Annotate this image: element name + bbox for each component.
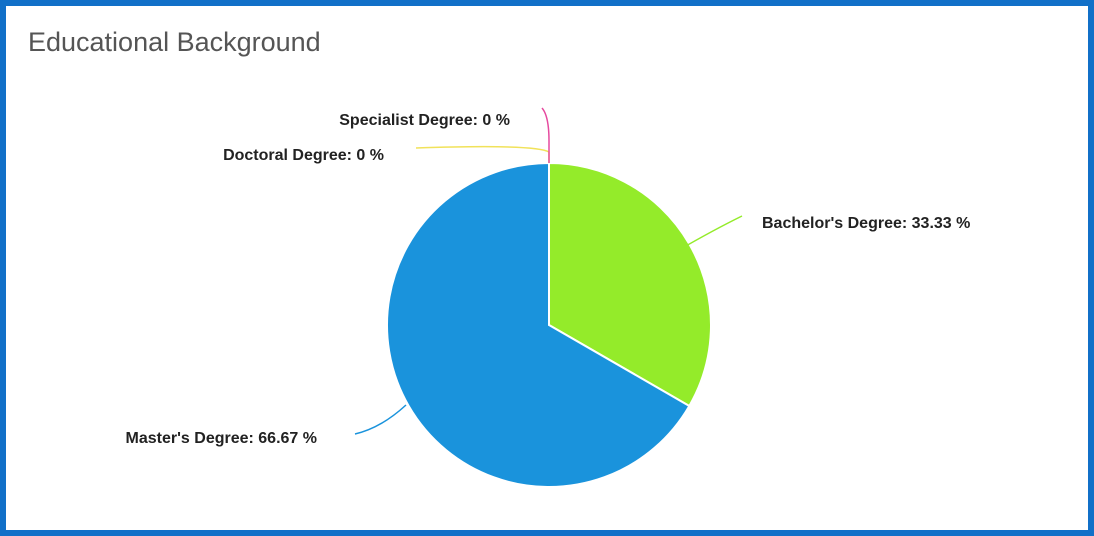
chart-title: Educational Background bbox=[28, 27, 321, 57]
slice-labels: Bachelor's Degree: 33.33 % Master's Degre… bbox=[126, 112, 971, 447]
slice-label-bachelor-s-degree: Bachelor's Degree: 33.33 % bbox=[762, 215, 970, 232]
pie-slices bbox=[386, 161, 712, 488]
leader-line-doctoral-degree bbox=[415, 145, 550, 163]
slice-label-master-s-degree: Master's Degree: 66.67 % bbox=[126, 430, 317, 447]
leader-line-specialist-degree bbox=[541, 107, 550, 163]
slice-label-specialist-degree: Specialist Degree: 0 % bbox=[339, 112, 510, 129]
slice-master-s-degree[interactable] bbox=[386, 161, 691, 488]
leader-line-master-s-degree bbox=[354, 404, 407, 435]
label-connectors bbox=[354, 107, 743, 435]
leader-line-bachelor-s-degree bbox=[677, 215, 743, 252]
pie-chart: Bachelor's Degree: 33.33 % Master's Degre… bbox=[126, 107, 971, 488]
slice-label-doctoral-degree: Doctoral Degree: 0 % bbox=[223, 147, 384, 164]
